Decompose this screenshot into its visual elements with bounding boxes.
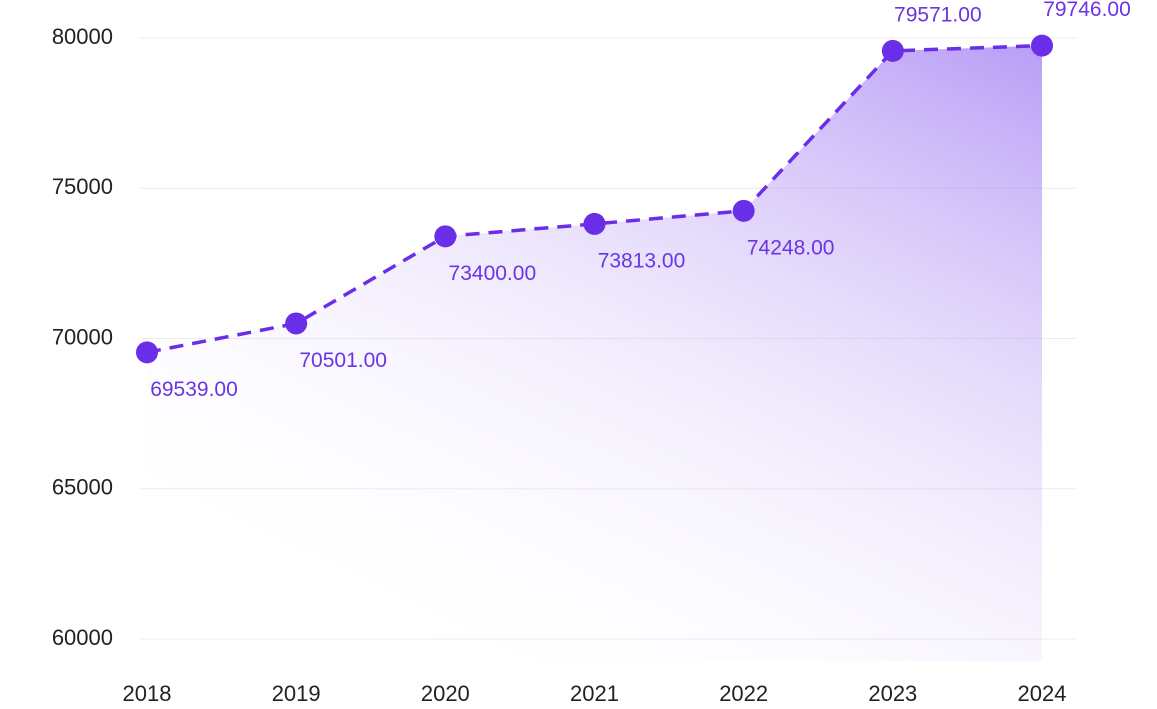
x-tick-label: 2023: [868, 681, 917, 706]
value-label: 79571.00: [894, 3, 982, 26]
x-tick-label: 2020: [421, 681, 470, 706]
value-label: 70501.00: [299, 349, 387, 372]
value-label: 79746.00: [1043, 0, 1131, 21]
marker: [434, 225, 457, 248]
value-label: 74248.00: [747, 236, 835, 259]
marker: [583, 212, 606, 235]
y-tick-label: 80000: [52, 24, 113, 49]
x-tick-label: 2019: [272, 681, 321, 706]
x-tick-label: 2022: [719, 681, 768, 706]
y-tick-label: 70000: [52, 324, 113, 349]
marker: [285, 312, 308, 335]
marker: [1031, 34, 1053, 57]
x-tick-label: 2018: [123, 681, 172, 706]
value-label: 69539.00: [150, 378, 238, 401]
x-tick-label: 2021: [570, 681, 619, 706]
y-tick-label: 60000: [52, 625, 113, 650]
area: [147, 45, 1042, 662]
marker: [732, 199, 755, 222]
marker: [881, 39, 904, 62]
marker: [136, 341, 158, 364]
y-tick-label: 75000: [52, 174, 113, 199]
x-tick-label: 2024: [1018, 681, 1067, 706]
value-label: 73400.00: [449, 262, 537, 285]
y-tick-label: 65000: [52, 475, 113, 500]
value-label: 73813.00: [598, 249, 686, 272]
